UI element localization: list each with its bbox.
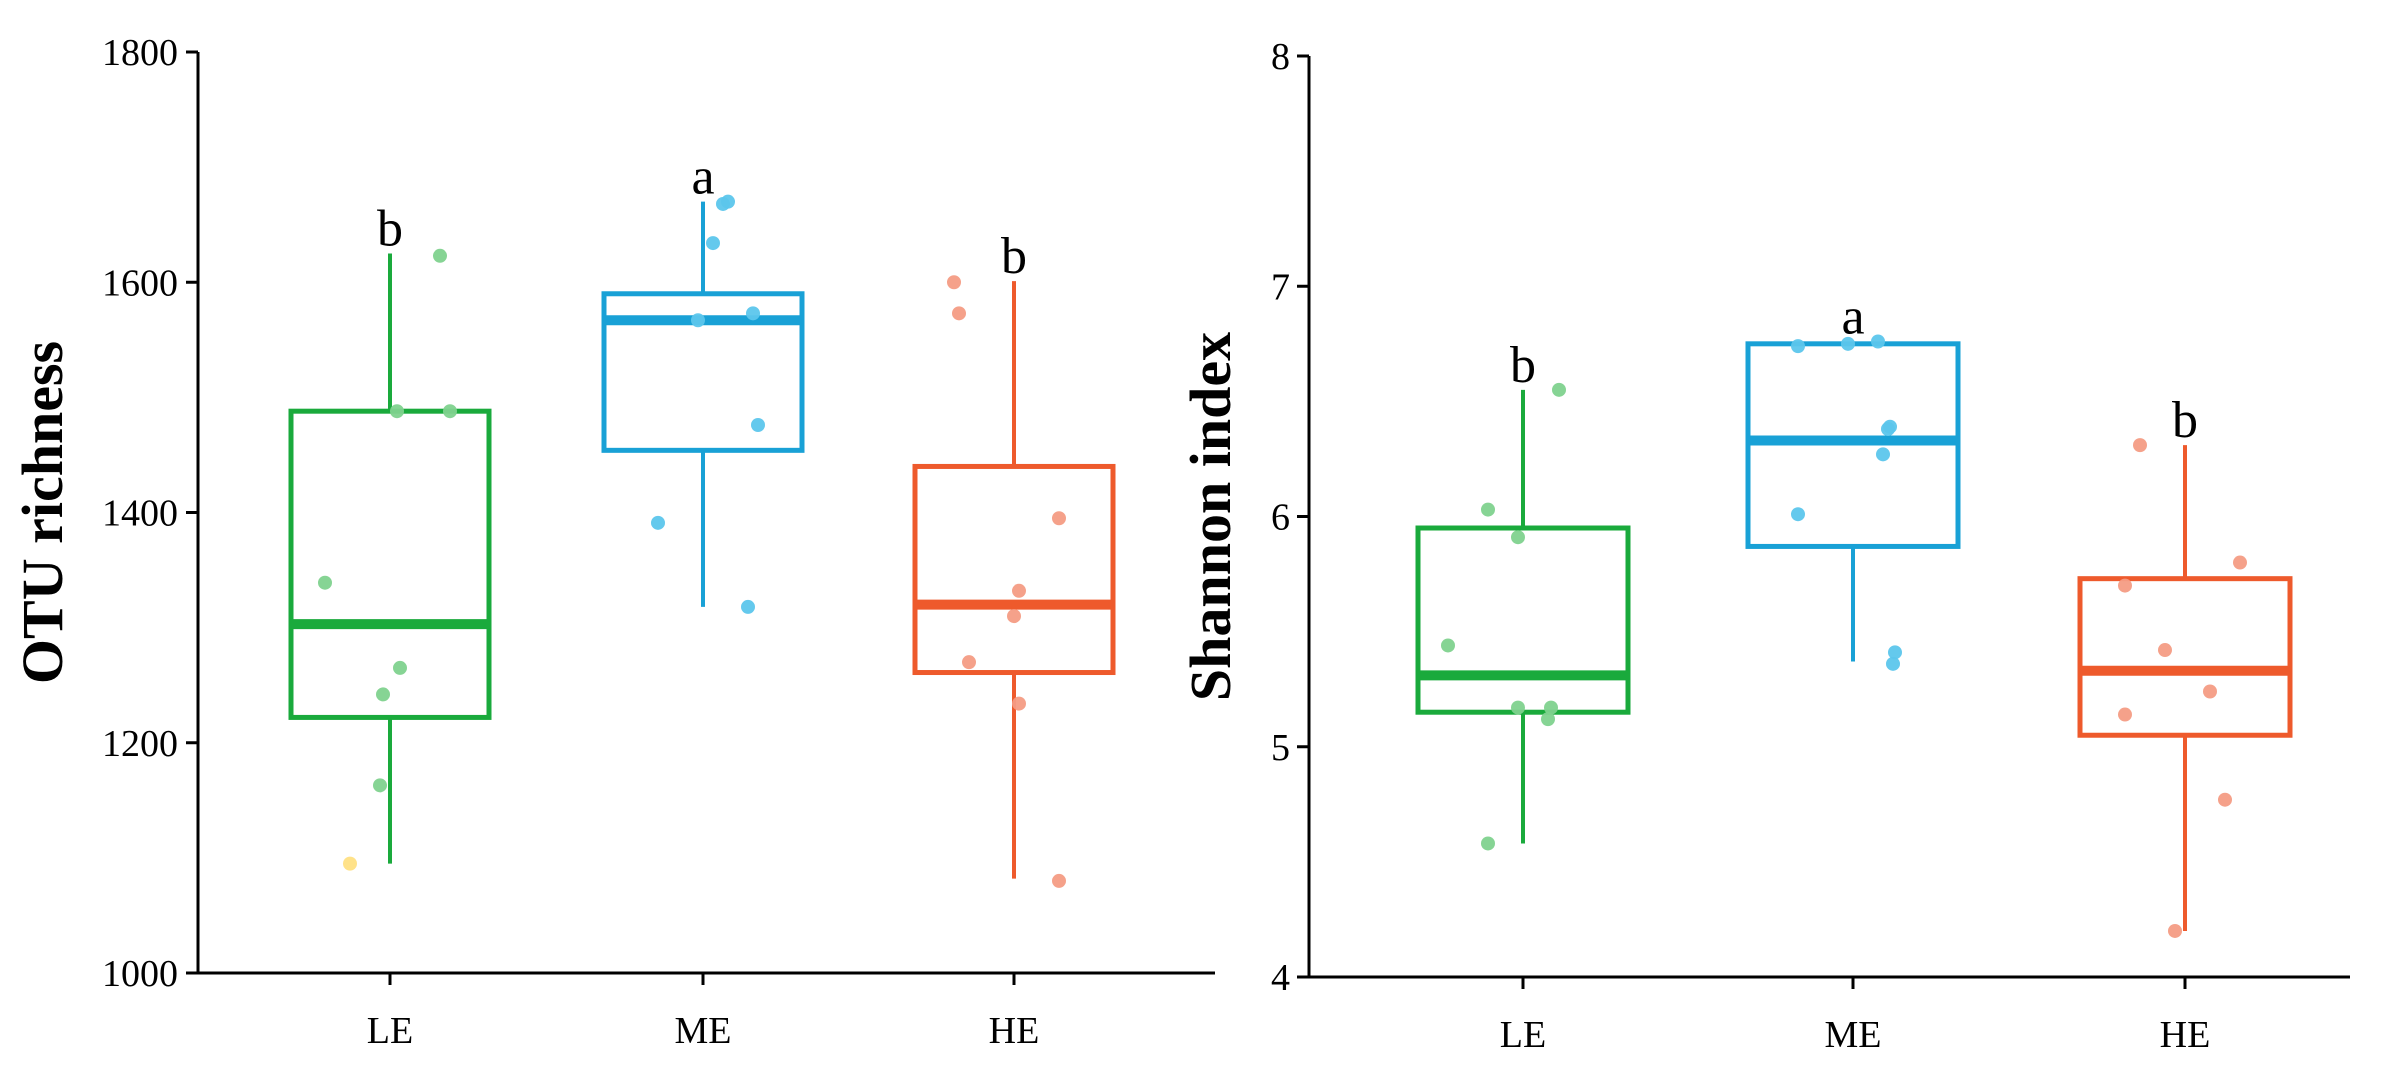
significance-letter: b <box>2172 392 2198 449</box>
data-point <box>1511 700 1525 715</box>
x-tick-label: LE <box>367 1010 413 1052</box>
data-point <box>2133 438 2147 453</box>
y-tick-label: 1400 <box>102 493 178 535</box>
y-tick-label: 7 <box>1271 266 1290 308</box>
box-iqr <box>288 408 492 720</box>
data-point <box>1886 656 1900 671</box>
data-point <box>2218 792 2232 807</box>
shannon-index-panel: 4 5 6 7 8 Shannon index LE ME HE b a b <box>1178 36 2350 1056</box>
y-tick-label: 1200 <box>102 723 178 765</box>
data-point <box>2118 578 2132 593</box>
data-point <box>1007 609 1021 624</box>
y-tick-label: 1600 <box>102 262 178 304</box>
y-tick-label: 1000 <box>102 953 178 995</box>
data-point <box>1544 700 1558 715</box>
data-point <box>651 515 665 530</box>
box-group-le: b <box>1415 337 1631 851</box>
data-point <box>691 313 705 328</box>
box-iqr <box>912 463 1116 676</box>
significance-letter: b <box>1001 228 1027 285</box>
box-iqr <box>2077 576 2293 738</box>
data-point <box>1511 530 1525 545</box>
x-tick-label: LE <box>1500 1014 1546 1056</box>
x-tick-label: HE <box>2160 1014 2211 1056</box>
data-point <box>706 236 720 251</box>
significance-letter: a <box>1841 289 1864 346</box>
data-point <box>1791 339 1805 354</box>
data-point <box>746 306 760 321</box>
data-point <box>318 575 332 590</box>
y-axis-title: OTU richness <box>10 341 75 684</box>
data-point <box>1883 419 1897 434</box>
data-point <box>390 404 404 419</box>
data-point <box>373 778 387 793</box>
x-tick-label: ME <box>675 1010 732 1052</box>
box-iqr <box>601 291 805 453</box>
box-group-me: a <box>1745 289 1961 671</box>
data-point <box>952 306 966 321</box>
y-axis-title: Shannon index <box>1178 332 1243 701</box>
box-group-le: b <box>288 200 492 871</box>
data-point <box>2158 643 2172 658</box>
data-point <box>1552 382 1566 397</box>
data-point <box>1441 638 1455 653</box>
data-point <box>2168 923 2182 938</box>
data-point <box>1876 447 1890 462</box>
y-tick-label: 8 <box>1271 36 1290 78</box>
data-point <box>1841 336 1855 351</box>
data-point <box>962 655 976 670</box>
x-tick-label: HE <box>989 1010 1040 1052</box>
data-point <box>376 687 390 702</box>
significance-letter: b <box>1510 337 1536 394</box>
box-group-he: b <box>912 228 1116 888</box>
data-point <box>1012 696 1026 711</box>
data-point <box>1888 645 1902 660</box>
data-point <box>1871 334 1885 349</box>
data-point <box>947 275 961 290</box>
box-iqr <box>1415 525 1631 715</box>
data-point <box>1791 507 1805 522</box>
data-point <box>751 418 765 433</box>
y-tick-label: 5 <box>1271 727 1290 769</box>
data-point <box>1541 712 1555 727</box>
significance-letter: a <box>691 149 714 206</box>
data-point <box>741 599 755 614</box>
data-point <box>2203 684 2217 699</box>
otu-richness-panel: 1000 1200 1400 1600 1800 OTU richness LE ME HE b a… <box>10 32 1215 1052</box>
data-point <box>721 194 735 209</box>
data-point <box>1481 502 1495 517</box>
y-tick-label: 1800 <box>102 32 178 74</box>
y-tick-label: 6 <box>1271 497 1290 539</box>
data-point <box>2233 555 2247 570</box>
significance-letter: b <box>377 200 403 257</box>
data-point <box>2118 707 2132 722</box>
box-group-he: b <box>2077 392 2293 938</box>
box-group-me: a <box>601 149 805 614</box>
data-point <box>1481 836 1495 851</box>
data-point <box>433 248 447 263</box>
data-point <box>343 856 357 871</box>
data-point <box>1012 583 1026 598</box>
data-point <box>1052 511 1066 526</box>
x-tick-label: ME <box>1825 1014 1882 1056</box>
data-point <box>1052 873 1066 888</box>
data-point <box>393 660 407 675</box>
y-tick-label: 4 <box>1271 957 1290 999</box>
data-point <box>443 404 457 419</box>
